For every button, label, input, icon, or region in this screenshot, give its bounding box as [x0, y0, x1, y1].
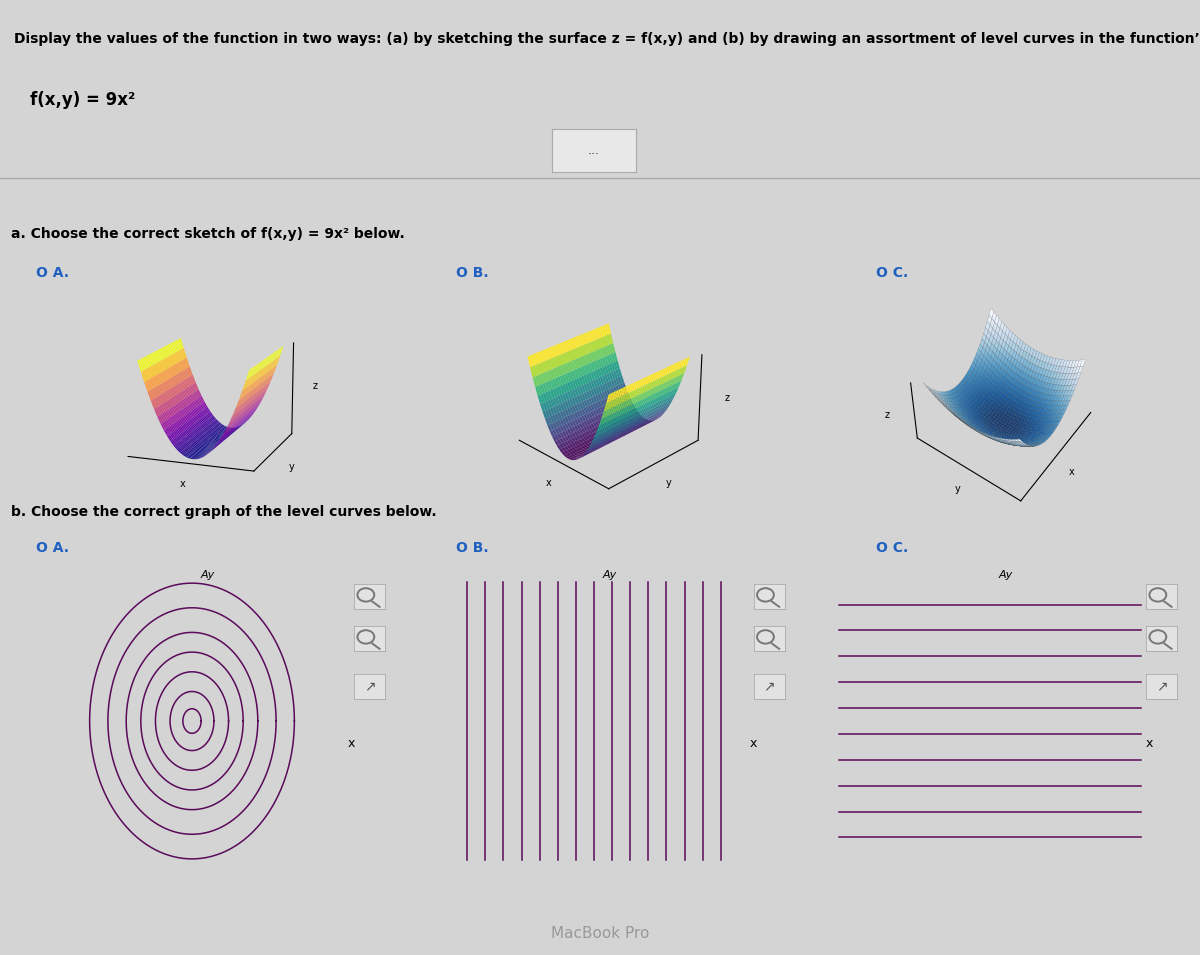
Text: x: x — [348, 736, 355, 750]
Text: MacBook Pro: MacBook Pro — [551, 926, 649, 941]
Y-axis label: y: y — [289, 462, 295, 472]
Y-axis label: y: y — [666, 478, 672, 488]
Text: x: x — [1146, 736, 1153, 750]
Y-axis label: y: y — [954, 484, 960, 495]
Text: Ay: Ay — [998, 570, 1013, 580]
Text: O B.: O B. — [456, 541, 488, 555]
Text: O A.: O A. — [36, 541, 70, 555]
Text: a. Choose the correct sketch of f(x,y) = 9x² below.: a. Choose the correct sketch of f(x,y) =… — [11, 227, 404, 241]
X-axis label: x: x — [546, 478, 551, 488]
X-axis label: x: x — [180, 478, 186, 489]
Text: ...: ... — [588, 144, 600, 157]
Text: Ay: Ay — [200, 570, 215, 580]
Text: Display the values of the function in two ways: (a) by sketching the surface z =: Display the values of the function in tw… — [14, 32, 1200, 46]
Text: O C.: O C. — [876, 266, 908, 280]
Text: O A.: O A. — [36, 266, 70, 280]
Text: ↗: ↗ — [364, 680, 376, 693]
Text: Ay: Ay — [602, 570, 617, 580]
Text: b. Choose the correct graph of the level curves below.: b. Choose the correct graph of the level… — [11, 505, 437, 519]
Text: O B.: O B. — [456, 266, 488, 280]
X-axis label: x: x — [1069, 467, 1074, 477]
Text: O C.: O C. — [876, 541, 908, 555]
Text: x: x — [750, 736, 757, 750]
Text: ↗: ↗ — [1156, 680, 1168, 693]
Text: ↗: ↗ — [763, 680, 775, 693]
Text: f(x,y) = 9x²: f(x,y) = 9x² — [30, 91, 136, 109]
